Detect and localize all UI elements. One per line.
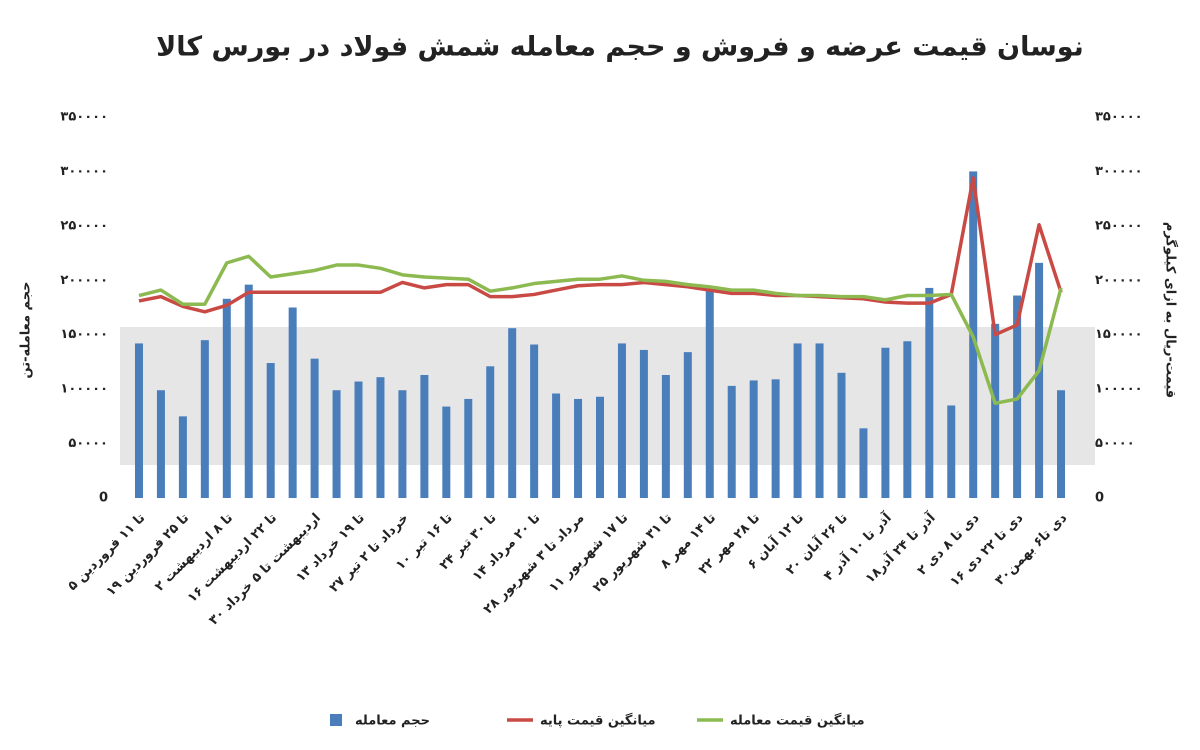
y2ticks-label: ۱۰۰۰۰۰ xyxy=(1095,382,1143,397)
bar xyxy=(574,398,583,498)
bar xyxy=(947,405,956,498)
bar xyxy=(991,323,1000,498)
bar xyxy=(727,385,736,498)
y2ticks-label: ۳۵۰۰۰۰ xyxy=(1095,110,1143,125)
bar xyxy=(398,390,407,498)
bar xyxy=(288,307,297,498)
bar xyxy=(1035,262,1044,498)
yticks-label: ۳۵۰۰۰۰ xyxy=(60,110,108,125)
y2ticks-label: ۳۰۰۰۰۰ xyxy=(1095,164,1143,179)
x-tick-label: ۱۹ تا ۲۵ فروردین xyxy=(103,511,192,600)
bar xyxy=(266,363,275,498)
bar xyxy=(881,347,890,498)
x-tick-label: ۱۱ تا ۱۷ شهریور xyxy=(546,511,631,596)
bar xyxy=(134,343,143,498)
bar xyxy=(552,393,561,498)
x-tick-label: ۲۷ خرداد تا ۲ تیر xyxy=(327,511,412,596)
bar xyxy=(815,343,824,498)
bar xyxy=(200,340,209,498)
yticks-label: 0 xyxy=(99,491,108,506)
yticks-label: ۳۰۰۰۰۰ xyxy=(60,164,108,179)
bar xyxy=(310,358,319,498)
bar xyxy=(442,406,451,498)
bar xyxy=(639,349,648,498)
y2ticks-label: 0 xyxy=(1095,491,1104,506)
bar xyxy=(244,284,253,498)
bar xyxy=(420,374,429,498)
bar xyxy=(903,341,912,498)
bar xyxy=(661,374,670,498)
bar xyxy=(793,343,802,498)
y2-axis-label: قیمت-ریال به ازای کیلوگرم xyxy=(1163,222,1179,398)
legend-label: حجم معامله xyxy=(355,714,430,729)
chart-title: نوسان قیمت عرضه و فروش و حجم معامله شمش … xyxy=(156,32,1084,63)
bar xyxy=(596,396,604,498)
line xyxy=(138,176,1063,337)
bar xyxy=(837,372,846,498)
y2ticks-label: ۵۰۰۰۰ xyxy=(1095,436,1135,451)
bar xyxy=(332,390,341,498)
yticks-label: ۲۰۰۰۰۰ xyxy=(60,273,108,288)
bar xyxy=(156,390,165,498)
x-tick-label: ۵ تا ۱۱ فروردین xyxy=(65,511,148,594)
bar xyxy=(705,290,714,498)
bar xyxy=(925,287,934,498)
y2ticks-label: ۲۵۰۰۰۰ xyxy=(1095,218,1143,233)
bar xyxy=(771,379,780,498)
bar xyxy=(530,344,539,498)
bar xyxy=(178,416,187,498)
bar xyxy=(376,377,385,498)
yticks-label: ۱۵۰۰۰۰ xyxy=(60,327,108,342)
bar xyxy=(749,380,758,498)
bar xyxy=(683,352,692,498)
legend-label: میانگین قیمت معامله xyxy=(730,713,865,729)
bar xyxy=(464,398,473,498)
yticks-label: ۵۰۰۰۰ xyxy=(68,436,108,451)
bar xyxy=(222,298,231,498)
yticks-label: ۲۵۰۰۰۰ xyxy=(60,218,108,233)
yticks-label: ۱۰۰۰۰۰ xyxy=(60,382,108,397)
bar xyxy=(1057,390,1066,498)
bar xyxy=(486,366,495,498)
x-tick-label: ۲ تا ۸ اردیبهشت xyxy=(152,511,236,595)
y2ticks-label: ۲۰۰۰۰۰ xyxy=(1095,273,1143,288)
line xyxy=(138,254,1063,406)
bar xyxy=(617,343,626,498)
legend-swatch xyxy=(330,714,342,726)
bar xyxy=(508,328,517,498)
x-tick-label: ۲۵ تا ۳۱ شهریور xyxy=(590,511,675,596)
y2ticks-label: ۱۵۰۰۰۰ xyxy=(1095,327,1143,342)
legend-label: میانگین قیمت پایه xyxy=(540,713,656,729)
y-axis-label: حجم معامله-تن xyxy=(19,282,34,379)
bar xyxy=(859,428,868,498)
bar xyxy=(354,381,363,498)
